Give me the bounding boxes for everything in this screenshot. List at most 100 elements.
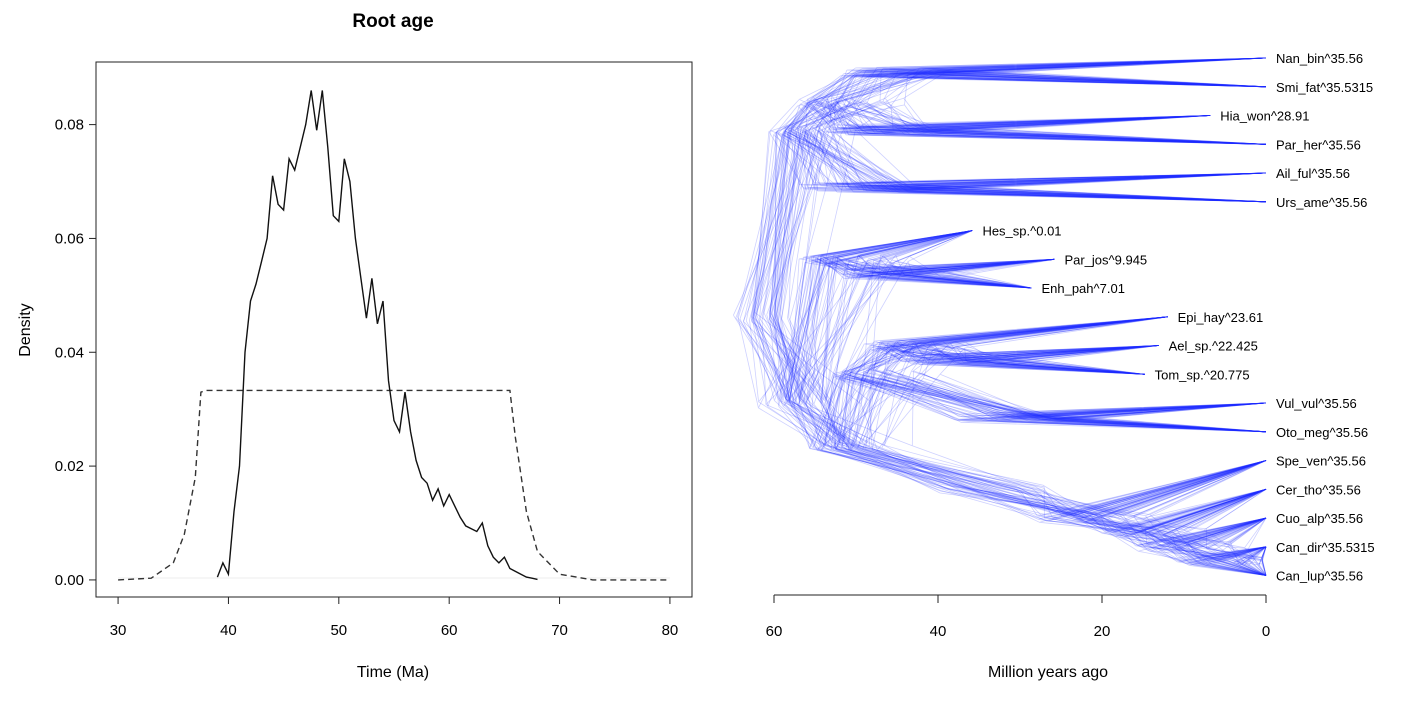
tree-sample-path: [775, 57, 1267, 576]
tree-sample-path: [776, 57, 1267, 576]
tree-sample-path: [766, 57, 1267, 576]
tree-sample-path: [798, 57, 1267, 576]
tree-sample-path: [769, 57, 1267, 576]
tree-sample-path: [787, 57, 1267, 576]
tree-sample-path: [769, 57, 1267, 576]
density-plot-frame: [95, 61, 693, 598]
tree-tip-label: Par_jos^9.945: [1064, 252, 1147, 267]
tree-tip-label: Enh_pah^7.01: [1041, 281, 1124, 296]
tree-sample-path: [777, 57, 1267, 576]
tree-sample-path: [773, 57, 1267, 576]
tree-sample-path: [737, 57, 1267, 576]
tree-sample-path: [753, 57, 1267, 576]
density-x-tick-label: 60: [441, 622, 458, 639]
tree-sample-path: [762, 57, 1267, 576]
density-y-tick-label: 0.06: [55, 230, 84, 247]
tree-sample-path: [763, 57, 1267, 576]
tree-tip-label: Ael_sp.^22.425: [1169, 339, 1258, 354]
tree-sample-path: [772, 57, 1267, 576]
tree-sample-path: [768, 57, 1267, 576]
tree-x-tick-label: 40: [930, 623, 947, 640]
tree-branch-bundle: [733, 57, 1267, 576]
density-x-tick-label: 50: [330, 622, 347, 639]
tree-tip-label: Smi_fat^35.5315: [1276, 80, 1373, 95]
tree-sample-path: [781, 57, 1267, 576]
tree-tip-label: Can_lup^35.56: [1276, 569, 1363, 584]
tree-sample-path: [752, 57, 1267, 576]
tree-tip-label: Epi_hay^23.61: [1178, 310, 1264, 325]
density-y-tick-label: 0.04: [55, 344, 84, 361]
tree-tip-label: Hes_sp.^0.01: [982, 224, 1061, 239]
tree-sample-path: [752, 57, 1267, 576]
tree-sample-path: [750, 57, 1267, 576]
density-x-tick-label: 70: [551, 622, 568, 639]
tree-sample-path: [779, 57, 1267, 576]
tree-sample-path: [761, 57, 1267, 576]
tree-sample-path: [811, 57, 1267, 576]
tree-sample-path: [752, 57, 1267, 576]
tree-sample-path: [759, 57, 1267, 576]
density-y-axis-label: Density: [17, 303, 34, 356]
tree-tip-label: Vul_vul^35.56: [1276, 396, 1357, 411]
tree-sample-path: [742, 57, 1267, 576]
tree-sample-path: [771, 57, 1267, 576]
tree-sample-path: [735, 57, 1267, 576]
density-y-tick-label: 0.02: [55, 458, 84, 475]
tree-panel: Nan_bin^35.56 Smi_fat^35.5315 Hia_won^28.9…: [733, 51, 1375, 681]
tree-sample-path: [733, 57, 1267, 576]
density-x-tick-label: 80: [662, 622, 679, 639]
tree-sample-path: [781, 57, 1267, 576]
tree-tip-label: Cer_tho^35.56: [1276, 482, 1361, 497]
tree-sample-path: [739, 57, 1267, 576]
tree-sample-path: [777, 57, 1267, 576]
tree-sample-path: [749, 57, 1267, 576]
prior-density-dashed-line: [118, 389, 670, 581]
tree-sample-path: [780, 57, 1267, 576]
tree-sample-path: [769, 57, 1267, 576]
tree-sample-path: [776, 57, 1267, 576]
tree-tip-label: Can_dir^35.5315: [1276, 540, 1375, 555]
density-title: Root age: [352, 11, 433, 32]
tree-tip-label: Cuo_alp^35.56: [1276, 511, 1363, 526]
tree-sample-path: [798, 57, 1267, 576]
tree-sample-path: [769, 57, 1267, 576]
tree-sample-path: [774, 57, 1267, 576]
tree-sample-path: [743, 57, 1267, 576]
density-x-tick-label: 30: [110, 622, 127, 639]
tree-sample-path: [756, 57, 1267, 576]
tree-sample-path: [789, 57, 1267, 576]
tree-tip-label: Par_her^35.56: [1276, 137, 1361, 152]
posterior-density-line: [216, 90, 538, 581]
tree-sample-path: [737, 57, 1267, 576]
density-y-ticks: 0.00 0.02 0.04 0.06 0.08: [55, 117, 96, 589]
tree-x-tick-label: 0: [1262, 623, 1270, 640]
tree-tip-label: Tom_sp.^20.775: [1155, 367, 1250, 382]
tree-tip-label: Oto_meg^35.56: [1276, 425, 1368, 440]
tree-sample-path: [755, 57, 1267, 576]
tree-sample-path: [759, 57, 1267, 576]
tree-sample-path: [768, 57, 1267, 576]
density-x-ticks: 30 40 50 60 70 80: [110, 597, 679, 639]
tree-sample-path: [755, 57, 1267, 576]
tree-sample-path: [774, 57, 1267, 576]
tree-x-axis-label: Million years ago: [988, 664, 1108, 681]
density-x-axis-label: Time (Ma): [357, 664, 429, 681]
density-y-tick-label: 0.00: [55, 572, 84, 589]
density-panel: Root age 0.00 0.02 0.04 0.06 0.08 30 40 50 60 70…: [17, 11, 693, 681]
tree-sample-path: [745, 57, 1267, 576]
tree-sample-path: [788, 57, 1267, 576]
tree-tip-label: Urs_ame^35.56: [1276, 195, 1367, 210]
tree-sample-path: [774, 57, 1267, 576]
tree-sample-path: [775, 57, 1267, 576]
tree-sample-path: [753, 57, 1267, 576]
density-x-tick-label: 40: [220, 622, 237, 639]
density-y-tick-label: 0.08: [55, 117, 84, 134]
tree-sample-path: [754, 57, 1267, 576]
tree-sample-path: [754, 57, 1267, 576]
tree-tip-label: Nan_bin^35.56: [1276, 51, 1363, 66]
tree-tip-labels: Nan_bin^35.56 Smi_fat^35.5315 Hia_won^28.9…: [982, 51, 1374, 584]
tree-sample-path: [752, 57, 1267, 576]
tree-tip-label: Ail_ful^35.56: [1276, 166, 1350, 181]
tree-sample-path: [750, 57, 1267, 576]
